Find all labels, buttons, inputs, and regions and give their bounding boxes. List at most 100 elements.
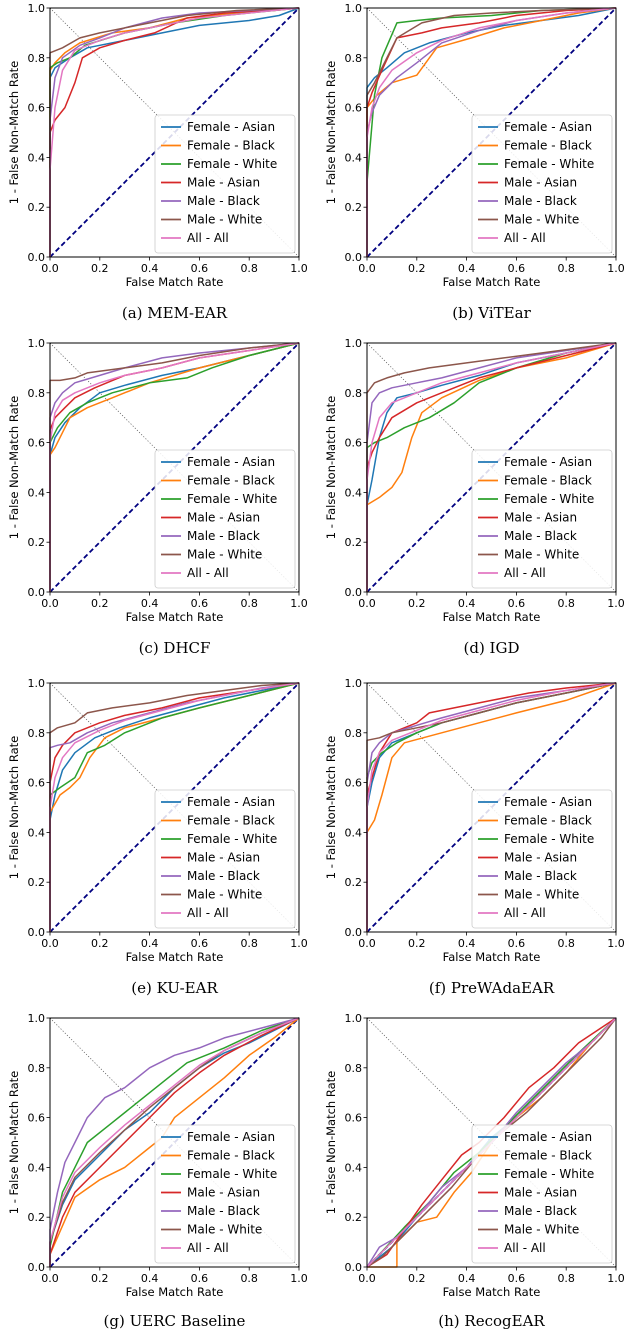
y-tick-label: 1.0 xyxy=(28,2,46,15)
roc-chart-6: 0.00.0 0.2 0.2 0.4 0.4 0.6 0.6 0.8 0.8 1.0 1.0 Fals… xyxy=(324,677,625,997)
series-line-6 xyxy=(366,342,617,592)
panel-caption: (c) DHCF xyxy=(139,639,211,657)
x-tick-label: 0.0 xyxy=(41,1272,59,1285)
legend-label: All - All xyxy=(187,231,229,245)
plot-frame xyxy=(366,7,617,258)
legend-label: Female - Black xyxy=(187,474,275,488)
y-tick-label: 0.8 xyxy=(345,1062,363,1075)
y-tick-label: 0.2 xyxy=(345,536,363,549)
series-line-1 xyxy=(366,7,617,257)
series-line-2 xyxy=(366,682,617,932)
plot-frame xyxy=(366,1017,617,1268)
legend-label: All - All xyxy=(504,231,546,245)
legend-label: Female - Asian xyxy=(187,455,275,469)
y-axis-label: 1 - False Non-Match Rate xyxy=(7,736,21,880)
series-line-6 xyxy=(49,342,300,592)
x-tick-label: 1.0 xyxy=(607,937,625,950)
legend-label: Female - White xyxy=(504,1167,594,1181)
roc-chart-5: 0.00.0 0.2 0.2 0.4 0.4 0.6 0.6 0.8 0.8 1.0 1.0 Fals… xyxy=(7,677,308,997)
x-tick-label: 1.0 xyxy=(607,1272,625,1285)
legend-box xyxy=(471,114,613,254)
y-tick-label: 0.0 xyxy=(345,251,363,264)
legend-label: Male - Asian xyxy=(504,851,577,865)
series-line-7 xyxy=(49,682,300,932)
x-tick-label: 0.8 xyxy=(557,262,575,275)
x-tick-label: 0.6 xyxy=(508,1272,526,1285)
x-tick-label: 0.6 xyxy=(508,937,526,950)
y-tick-label: 0.2 xyxy=(28,536,46,549)
x-tick-label: 0.8 xyxy=(557,1272,575,1285)
legend-label: Male - Asian xyxy=(504,1186,577,1200)
series-line-3 xyxy=(49,1017,300,1267)
series-line-3 xyxy=(49,342,300,592)
legend-label: Male - Asian xyxy=(504,511,577,525)
x-axis-label: False Match Rate xyxy=(126,950,224,964)
legend-label: Male - Asian xyxy=(504,176,577,190)
x-tick-label: 0.8 xyxy=(240,937,258,950)
y-tick-label: 0.4 xyxy=(28,826,46,839)
x-tick-label: 0.0 xyxy=(358,597,376,610)
legend-label: Female - Asian xyxy=(504,1130,592,1144)
legend-box xyxy=(471,1124,613,1264)
legend-label: Female - White xyxy=(187,492,277,506)
legend-label: All - All xyxy=(504,906,546,920)
x-tick-label: 0.2 xyxy=(408,597,426,610)
x-axis-label: False Match Rate xyxy=(126,610,224,624)
y-tick-label: 0.6 xyxy=(345,102,363,115)
y-tick-label: 0.6 xyxy=(28,437,46,450)
series-line-4 xyxy=(49,682,300,932)
y-tick-label: 0.0 xyxy=(345,586,363,599)
y-tick-label: 0.6 xyxy=(28,1112,46,1125)
x-tick-label: 0.8 xyxy=(557,937,575,950)
x-tick-label: 0.0 xyxy=(41,937,59,950)
y-axis-label: 1 - False Non-Match Rate xyxy=(324,1071,338,1215)
series-line-3 xyxy=(366,7,617,257)
x-tick-label: 0.6 xyxy=(191,597,209,610)
series-line-5 xyxy=(49,1017,300,1267)
series-line-4 xyxy=(49,1017,300,1267)
legend-label: Female - Asian xyxy=(504,120,592,134)
y-tick-label: 0.4 xyxy=(345,826,363,839)
series-line-7 xyxy=(49,7,300,257)
legend-label: Male - Black xyxy=(504,529,577,543)
legend-label: Male - Asian xyxy=(187,851,260,865)
legend-box xyxy=(471,789,613,929)
legend-label: Female - White xyxy=(187,832,277,846)
y-tick-label: 0.0 xyxy=(345,926,363,939)
legend-label: All - All xyxy=(187,906,229,920)
series-line-7 xyxy=(49,1017,300,1267)
y-tick-label: 1.0 xyxy=(345,1012,363,1025)
legend-label: All - All xyxy=(187,566,229,580)
legend-label: Male - White xyxy=(187,548,262,562)
legend-label: Male - White xyxy=(187,1223,262,1237)
legend-label: Female - Asian xyxy=(504,795,592,809)
legend-label: Female - Black xyxy=(504,814,592,828)
legend-label: All - All xyxy=(187,1241,229,1255)
y-axis-label: 1 - False Non-Match Rate xyxy=(324,61,338,205)
y-tick-label: 0.4 xyxy=(28,1161,46,1174)
y-tick-label: 0.4 xyxy=(28,486,46,499)
legend-label: All - All xyxy=(504,1241,546,1255)
x-tick-label: 0.4 xyxy=(458,597,476,610)
legend-label: Male - Black xyxy=(504,1204,577,1218)
x-tick-label: 0.4 xyxy=(458,937,476,950)
x-tick-label: 1.0 xyxy=(290,597,308,610)
x-axis-label: False Match Rate xyxy=(443,610,541,624)
roc-chart-8: 0.00.0 0.2 0.2 0.4 0.4 0.6 0.6 0.8 0.8 1.0 1.0 Fals… xyxy=(324,1012,625,1330)
x-tick-label: 1.0 xyxy=(290,937,308,950)
panel-caption: (b) ViTEar xyxy=(452,304,531,322)
x-tick-label: 1.0 xyxy=(607,262,625,275)
series-line-7 xyxy=(366,7,617,257)
y-tick-label: 0.2 xyxy=(28,1211,46,1224)
legend-label: Female - Asian xyxy=(187,1130,275,1144)
series-line-7 xyxy=(366,342,617,592)
series-line-6 xyxy=(49,7,300,257)
legend-box xyxy=(154,114,296,254)
x-tick-label: 0.0 xyxy=(41,597,59,610)
legend-label: Male - White xyxy=(187,213,262,227)
y-axis-label: 1 - False Non-Match Rate xyxy=(324,396,338,540)
roc-chart-2: 0.00.0 0.2 0.2 0.4 0.4 0.6 0.6 0.8 0.8 1.0 1.0 Fals… xyxy=(324,2,625,322)
y-tick-label: 1.0 xyxy=(28,1012,46,1025)
series-line-5 xyxy=(49,342,300,592)
x-tick-label: 0.6 xyxy=(191,1272,209,1285)
